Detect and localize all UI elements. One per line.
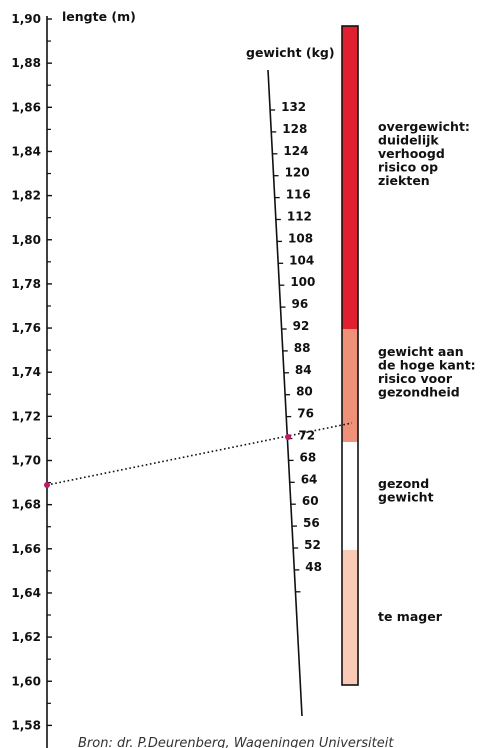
zone-label-healthy: gezond gewicht: [378, 476, 434, 505]
weight-axis-line: [267, 69, 303, 717]
weight-tick-label: 64: [301, 472, 318, 486]
length-tick-label: 1,90: [11, 12, 41, 26]
weight-ticks: 132 128 124 120 116 112 108 104 100 96 92 88 84 80 76 7…: [270, 100, 322, 593]
length-tick-label: 1,84: [11, 144, 41, 158]
weight-tick-label: 72: [298, 429, 315, 443]
weight-tick-label: 96: [291, 297, 308, 311]
zone-label-underweight: te mager: [378, 609, 443, 624]
length-tick-label: 1,82: [11, 189, 41, 203]
zone-label-line: gewicht: [378, 490, 434, 505]
weight-tick-label: 124: [283, 144, 308, 158]
length-tick-label: 1,60: [11, 674, 41, 688]
length-tick-label: 1,64: [11, 586, 41, 600]
zone-label-line: ziekten: [378, 173, 430, 188]
example-reading: [44, 422, 353, 488]
zone-label-line: gezond: [378, 476, 429, 491]
length-tick-label: 1,58: [11, 718, 41, 732]
length-axis-title: lengte (m): [62, 9, 136, 24]
zone-overweight: [342, 26, 358, 329]
length-axis: lengte (m) 1,901,881,861,841,821,801,781…: [11, 9, 136, 748]
zone-labels: overgewicht: duidelijk verhoogd risico op zi…: [378, 119, 476, 624]
weight-tick-label: 76: [297, 407, 314, 421]
weight-tick-label: 108: [288, 231, 313, 245]
zone-underweight: [342, 550, 358, 685]
weight-tick-label: 56: [303, 516, 320, 530]
length-tick-label: 1,76: [11, 321, 41, 335]
length-tick-label: 1,74: [11, 365, 41, 379]
length-tick-label: 1,80: [11, 233, 41, 247]
example-weight-dot: [285, 434, 291, 440]
zone-label-line: de hoge kant:: [378, 358, 476, 373]
weight-axis-title: gewicht (kg): [246, 45, 335, 60]
weight-tick-label: 68: [300, 450, 317, 464]
zone-healthy: [342, 442, 358, 550]
weight-tick-label: 48: [305, 560, 322, 574]
weight-axis: gewicht (kg) 132 128 124 120 116 112 108 104 100…: [246, 45, 335, 717]
example-length-dot: [44, 482, 50, 488]
weight-tick-label: 100: [290, 275, 315, 289]
zone-label-line: gezondheid: [378, 385, 460, 400]
length-tick-label: 1,70: [11, 454, 41, 468]
bmi-bar-outline: [341, 25, 359, 686]
length-tick-label: 1,88: [11, 56, 41, 70]
weight-tick-label: 120: [285, 166, 310, 180]
zone-label-line: risico voor: [378, 371, 453, 386]
zone-label-line: risico op: [378, 160, 438, 175]
source-credit: Bron: dr. P.Deurenberg, Wageningen Unive…: [78, 736, 394, 748]
zone-label-line: verhoogd: [378, 146, 445, 161]
zone-label-line: gewicht aan: [378, 344, 464, 359]
length-tick-label: 1,78: [11, 277, 41, 291]
length-tick-label: 1,68: [11, 498, 41, 512]
weight-tick-label: 60: [302, 494, 319, 508]
weight-tick-label: 104: [289, 253, 314, 267]
weight-tick-label: 88: [294, 341, 311, 355]
zone-label-line: duidelijk: [378, 133, 439, 148]
weight-tick-label: 112: [287, 210, 312, 224]
example-dotted-line: [46, 422, 353, 486]
zone-label-overweight: overgewicht: duidelijk verhoogd risico op zi…: [378, 119, 470, 188]
length-tick-label: 1,86: [11, 100, 41, 114]
zone-label-high-weight: gewicht aan de hoge kant: risico voor gezon…: [378, 344, 476, 400]
zone-label-line: te mager: [378, 609, 443, 624]
weight-tick-label: 116: [286, 188, 311, 202]
weight-tick-label: 128: [282, 122, 307, 136]
weight-tick-label: 84: [295, 363, 312, 377]
length-tick-label: 1,66: [11, 542, 41, 556]
weight-tick-label: 92: [293, 319, 310, 333]
length-ticks: 1,90 1,88 1,86 1,84 1,82 1,80 1,78 1,76 1,74 1,72…: [11, 12, 52, 732]
length-tick-label: 1,62: [11, 630, 41, 644]
weight-tick-label: 52: [304, 538, 321, 552]
zone-high-weight: [342, 329, 358, 442]
bmi-bar: [341, 25, 359, 686]
length-tick-label: 1,72: [11, 409, 41, 423]
weight-tick-label: 132: [281, 100, 306, 114]
zone-label-line: overgewicht:: [378, 119, 470, 134]
weight-tick-label: 80: [296, 385, 313, 399]
